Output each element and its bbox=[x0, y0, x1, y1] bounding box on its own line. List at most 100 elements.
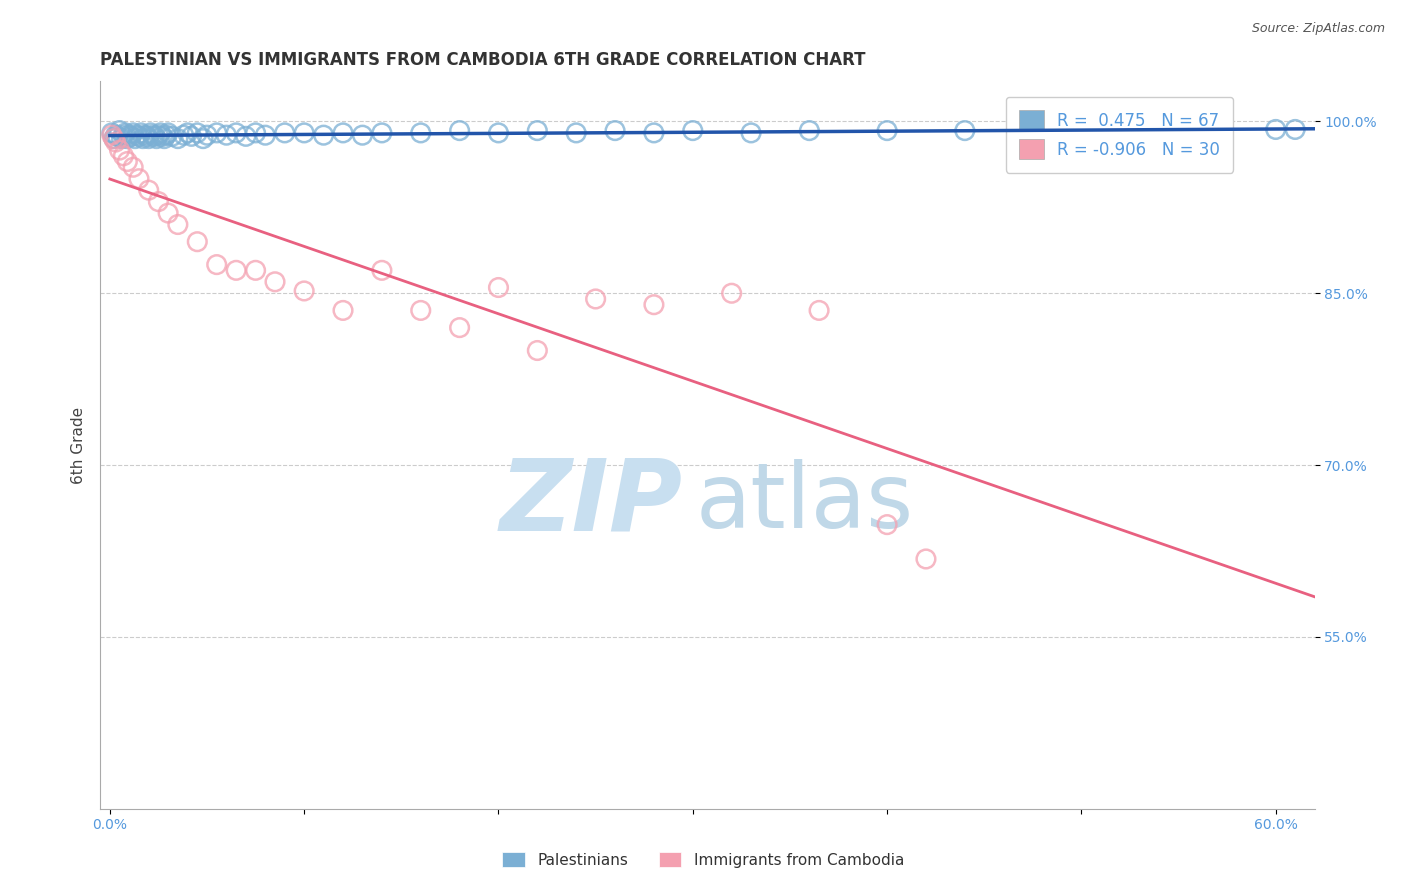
Point bbox=[104, 128, 127, 143]
Point bbox=[409, 126, 432, 140]
Point bbox=[149, 126, 172, 140]
Point bbox=[157, 126, 180, 140]
Point bbox=[449, 320, 471, 334]
Point bbox=[166, 131, 188, 145]
Point bbox=[191, 131, 214, 145]
Point bbox=[720, 286, 742, 301]
Text: atlas: atlas bbox=[695, 459, 914, 547]
Point bbox=[112, 149, 135, 163]
Point bbox=[643, 298, 665, 312]
Legend: Palestinians, Immigrants from Cambodia: Palestinians, Immigrants from Cambodia bbox=[495, 844, 911, 875]
Y-axis label: 6th Grade: 6th Grade bbox=[72, 407, 86, 483]
Point bbox=[173, 128, 195, 143]
Point bbox=[409, 303, 432, 318]
Point bbox=[132, 131, 155, 145]
Point bbox=[449, 123, 471, 137]
Point bbox=[117, 131, 139, 145]
Point bbox=[292, 284, 315, 298]
Point bbox=[876, 123, 898, 137]
Point bbox=[215, 128, 238, 143]
Point bbox=[603, 123, 626, 137]
Point bbox=[205, 258, 228, 272]
Point bbox=[103, 131, 125, 145]
Point bbox=[332, 126, 354, 140]
Point bbox=[155, 128, 177, 143]
Point bbox=[186, 235, 208, 249]
Point bbox=[740, 126, 762, 140]
Point bbox=[160, 129, 183, 144]
Point bbox=[101, 126, 124, 140]
Point bbox=[953, 123, 976, 137]
Point bbox=[332, 303, 354, 318]
Point bbox=[225, 126, 247, 140]
Point bbox=[254, 128, 277, 143]
Point bbox=[488, 126, 510, 140]
Point bbox=[128, 129, 150, 144]
Point bbox=[205, 126, 228, 140]
Point bbox=[148, 194, 170, 209]
Point bbox=[808, 303, 831, 318]
Point bbox=[682, 123, 704, 137]
Point bbox=[915, 552, 938, 566]
Point bbox=[108, 123, 131, 137]
Point bbox=[145, 131, 167, 145]
Point bbox=[352, 128, 374, 143]
Point bbox=[1109, 123, 1132, 137]
Point bbox=[1187, 123, 1209, 137]
Point bbox=[142, 128, 165, 143]
Point bbox=[166, 218, 188, 232]
Point bbox=[122, 126, 145, 140]
Point bbox=[585, 292, 607, 306]
Point bbox=[125, 128, 148, 143]
Point bbox=[565, 126, 588, 140]
Text: ZIP: ZIP bbox=[501, 455, 683, 551]
Point bbox=[274, 126, 297, 140]
Point bbox=[157, 206, 180, 220]
Point bbox=[643, 126, 665, 140]
Text: PALESTINIAN VS IMMIGRANTS FROM CAMBODIA 6TH GRADE CORRELATION CHART: PALESTINIAN VS IMMIGRANTS FROM CAMBODIA … bbox=[100, 51, 866, 69]
Point bbox=[107, 129, 129, 144]
Point bbox=[122, 161, 145, 175]
Point bbox=[134, 128, 156, 143]
Point bbox=[799, 123, 821, 137]
Point bbox=[148, 128, 170, 143]
Point bbox=[371, 126, 394, 140]
Point bbox=[108, 143, 131, 157]
Point bbox=[526, 123, 548, 137]
Point bbox=[118, 128, 141, 143]
Point bbox=[138, 183, 160, 197]
Point bbox=[124, 131, 146, 145]
Point bbox=[114, 126, 136, 140]
Point bbox=[292, 126, 315, 140]
Point bbox=[245, 126, 267, 140]
Point bbox=[876, 517, 898, 532]
Point bbox=[135, 129, 157, 144]
Point bbox=[101, 128, 124, 143]
Point bbox=[225, 263, 247, 277]
Point bbox=[150, 129, 173, 144]
Point bbox=[186, 126, 208, 140]
Point bbox=[371, 263, 394, 277]
Point bbox=[1264, 122, 1286, 136]
Text: Source: ZipAtlas.com: Source: ZipAtlas.com bbox=[1251, 22, 1385, 36]
Point bbox=[245, 263, 267, 277]
Point bbox=[104, 135, 127, 149]
Point bbox=[1284, 122, 1306, 136]
Point bbox=[1032, 126, 1054, 140]
Point bbox=[153, 131, 176, 145]
Point bbox=[526, 343, 548, 358]
Point bbox=[312, 128, 335, 143]
Point bbox=[120, 129, 142, 144]
Point bbox=[180, 129, 202, 144]
Point bbox=[143, 129, 166, 144]
Point bbox=[110, 131, 132, 145]
Point bbox=[128, 171, 150, 186]
Legend: R =  0.475   N = 67, R = -0.906   N = 30: R = 0.475 N = 67, R = -0.906 N = 30 bbox=[1005, 97, 1233, 173]
Point bbox=[235, 129, 257, 144]
Point bbox=[129, 126, 152, 140]
Point bbox=[176, 126, 198, 140]
Point bbox=[103, 131, 125, 145]
Point bbox=[139, 126, 162, 140]
Point bbox=[264, 275, 287, 289]
Point bbox=[488, 280, 510, 294]
